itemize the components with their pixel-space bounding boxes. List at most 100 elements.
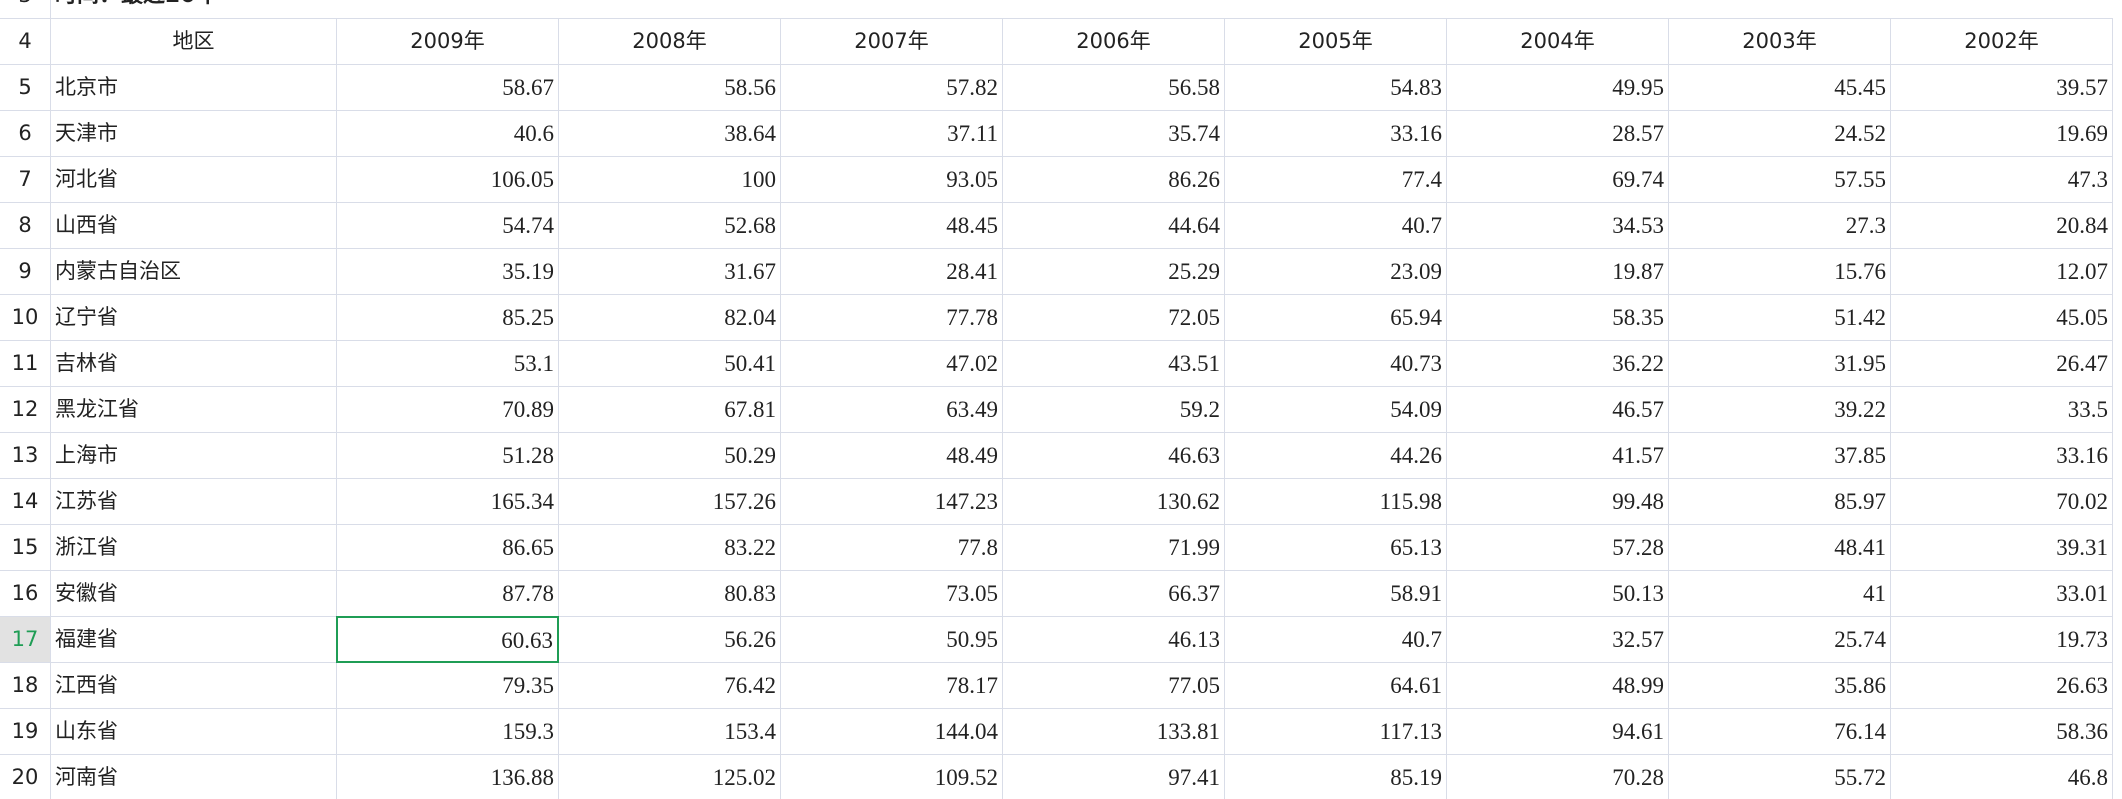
value-cell[interactable]: 33.16 (1891, 433, 2113, 479)
value-cell[interactable]: 41 (1669, 571, 1891, 617)
value-cell[interactable]: 48.45 (781, 203, 1003, 249)
value-cell[interactable]: 115.98 (1225, 479, 1447, 525)
row-number[interactable]: 17 (0, 617, 51, 663)
value-cell[interactable]: 106.05 (337, 157, 559, 203)
header-cell[interactable]: 2008年 (559, 19, 781, 65)
header-cell[interactable]: 2009年 (337, 19, 559, 65)
value-cell[interactable]: 97.41 (1003, 755, 1225, 799)
value-cell[interactable]: 46.13 (1003, 617, 1225, 663)
value-cell[interactable]: 28.57 (1447, 111, 1669, 157)
value-cell[interactable]: 36.22 (1447, 341, 1669, 387)
row-number[interactable]: 10 (0, 295, 51, 341)
value-cell[interactable]: 147.23 (781, 479, 1003, 525)
value-cell[interactable]: 77.8 (781, 525, 1003, 571)
value-cell[interactable]: 44.26 (1225, 433, 1447, 479)
value-cell[interactable]: 100 (559, 157, 781, 203)
value-cell[interactable]: 46.57 (1447, 387, 1669, 433)
value-cell[interactable]: 47.02 (781, 341, 1003, 387)
region-cell[interactable]: 天津市 (51, 111, 337, 157)
value-cell[interactable]: 39.22 (1669, 387, 1891, 433)
header-cell[interactable]: 2005年 (1225, 19, 1447, 65)
value-cell[interactable]: 86.26 (1003, 157, 1225, 203)
value-cell[interactable]: 50.29 (559, 433, 781, 479)
value-cell[interactable]: 109.52 (781, 755, 1003, 799)
value-cell[interactable]: 37.11 (781, 111, 1003, 157)
value-cell[interactable]: 67.81 (559, 387, 781, 433)
value-cell[interactable]: 76.14 (1669, 709, 1891, 755)
value-cell[interactable]: 159.3 (337, 709, 559, 755)
value-cell[interactable]: 51.28 (337, 433, 559, 479)
value-cell[interactable]: 39.31 (1891, 525, 2113, 571)
header-cell[interactable]: 2007年 (781, 19, 1003, 65)
value-cell[interactable]: 45.45 (1669, 65, 1891, 111)
value-cell[interactable]: 54.74 (337, 203, 559, 249)
row-number[interactable]: 18 (0, 663, 51, 709)
value-cell[interactable]: 64.61 (1225, 663, 1447, 709)
value-cell[interactable]: 54.83 (1225, 65, 1447, 111)
value-cell[interactable]: 130.62 (1003, 479, 1225, 525)
row-number[interactable]: 4 (0, 19, 51, 65)
row-number[interactable]: 16 (0, 571, 51, 617)
header-cell[interactable]: 2004年 (1447, 19, 1669, 65)
value-cell[interactable]: 57.82 (781, 65, 1003, 111)
region-cell[interactable]: 江苏省 (51, 479, 337, 525)
value-cell[interactable]: 57.55 (1669, 157, 1891, 203)
value-cell[interactable]: 50.41 (559, 341, 781, 387)
value-cell[interactable]: 94.61 (1447, 709, 1669, 755)
value-cell[interactable]: 54.09 (1225, 387, 1447, 433)
value-cell[interactable]: 58.36 (1891, 709, 2113, 755)
value-cell[interactable]: 80.83 (559, 571, 781, 617)
value-cell[interactable]: 71.99 (1003, 525, 1225, 571)
header-cell[interactable]: 2006年 (1003, 19, 1225, 65)
value-cell[interactable]: 50.95 (781, 617, 1003, 663)
value-cell[interactable]: 31.95 (1669, 341, 1891, 387)
header-cell[interactable]: 2002年 (1891, 19, 2113, 65)
row-number[interactable]: 14 (0, 479, 51, 525)
value-cell[interactable]: 72.05 (1003, 295, 1225, 341)
value-cell[interactable]: 60.63 (336, 616, 559, 663)
value-cell[interactable]: 153.4 (559, 709, 781, 755)
region-cell[interactable]: 吉林省 (51, 341, 337, 387)
value-cell[interactable]: 49.95 (1447, 65, 1669, 111)
value-cell[interactable]: 34.53 (1447, 203, 1669, 249)
value-cell[interactable]: 59.2 (1003, 387, 1225, 433)
value-cell[interactable]: 58.67 (337, 65, 559, 111)
value-cell[interactable]: 20.84 (1891, 203, 2113, 249)
value-cell[interactable]: 27.3 (1669, 203, 1891, 249)
region-cell[interactable]: 河南省 (51, 755, 337, 799)
value-cell[interactable]: 58.35 (1447, 295, 1669, 341)
value-cell[interactable]: 53.1 (337, 341, 559, 387)
value-cell[interactable]: 39.57 (1891, 65, 2113, 111)
region-cell[interactable]: 北京市 (51, 65, 337, 111)
value-cell[interactable]: 35.19 (337, 249, 559, 295)
value-cell[interactable]: 26.63 (1891, 663, 2113, 709)
value-cell[interactable]: 40.6 (337, 111, 559, 157)
header-cell[interactable]: 2003年 (1669, 19, 1891, 65)
value-cell[interactable]: 70.89 (337, 387, 559, 433)
value-cell[interactable]: 136.88 (337, 755, 559, 799)
value-cell[interactable]: 24.52 (1669, 111, 1891, 157)
region-cell[interactable]: 黑龙江省 (51, 387, 337, 433)
value-cell[interactable]: 77.05 (1003, 663, 1225, 709)
value-cell[interactable]: 85.97 (1669, 479, 1891, 525)
region-cell[interactable]: 河北省 (51, 157, 337, 203)
value-cell[interactable]: 46.63 (1003, 433, 1225, 479)
region-cell[interactable]: 安徽省 (51, 571, 337, 617)
region-cell[interactable]: 辽宁省 (51, 295, 337, 341)
value-cell[interactable]: 32.57 (1447, 617, 1669, 663)
value-cell[interactable]: 65.94 (1225, 295, 1447, 341)
value-cell[interactable]: 57.28 (1447, 525, 1669, 571)
value-cell[interactable]: 58.56 (559, 65, 781, 111)
row-number[interactable]: 7 (0, 157, 51, 203)
value-cell[interactable]: 55.72 (1669, 755, 1891, 799)
value-cell[interactable]: 51.42 (1669, 295, 1891, 341)
value-cell[interactable]: 38.64 (559, 111, 781, 157)
value-cell[interactable]: 70.02 (1891, 479, 2113, 525)
value-cell[interactable]: 43.51 (1003, 341, 1225, 387)
value-cell[interactable]: 86.65 (337, 525, 559, 571)
region-cell[interactable]: 福建省 (51, 617, 337, 663)
value-cell[interactable]: 144.04 (781, 709, 1003, 755)
row-number[interactable]: 3 (0, 0, 51, 19)
row-number[interactable]: 20 (0, 755, 51, 799)
value-cell[interactable]: 58.91 (1225, 571, 1447, 617)
